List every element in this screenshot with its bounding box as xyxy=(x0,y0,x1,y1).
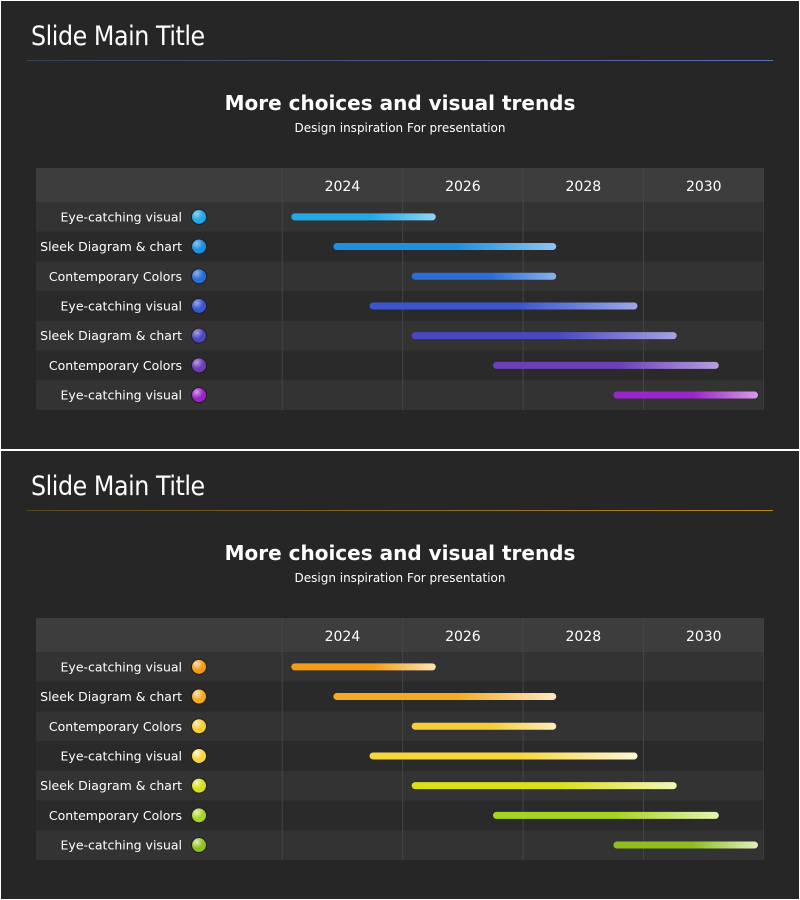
task-bar xyxy=(411,782,677,790)
task-bar xyxy=(333,693,557,701)
task-bullet-icon xyxy=(191,688,207,705)
x-tick-label: 2024 xyxy=(325,179,361,195)
chart-heading: More choices and visual trends xyxy=(224,91,576,115)
task-bar xyxy=(291,663,436,671)
task-bullet-icon xyxy=(191,238,207,255)
slide-main-title: Slide Main Title xyxy=(31,21,205,52)
task-bar xyxy=(369,302,638,310)
header-band xyxy=(36,618,764,652)
task-bullet-icon xyxy=(191,297,207,314)
task-bar xyxy=(411,332,677,340)
task-bullet-icon xyxy=(191,357,207,374)
task-bullet-icon xyxy=(191,807,207,824)
x-tick-label: 2028 xyxy=(566,179,602,195)
task-label: Sleek Diagram & chart xyxy=(40,239,182,254)
gantt-chart: 2024 2026 2028 2030 Eye-catching visual Sleek… xyxy=(36,168,764,410)
task-bullet-icon xyxy=(191,777,207,794)
slide-main-title: Slide Main Title xyxy=(31,471,205,502)
task-bar xyxy=(291,213,436,221)
header-band xyxy=(36,168,764,202)
slide-1: Slide Main Title More choices and visual… xyxy=(1,1,799,449)
task-label: Eye-catching visual xyxy=(61,388,182,403)
gantt-chart: 2024 2026 2028 2030 Eye-catching visual Sleek… xyxy=(36,618,764,860)
task-bullet-icon xyxy=(191,208,207,225)
task-label: Eye-catching visual xyxy=(61,209,182,224)
chart-heading: More choices and visual trends xyxy=(224,541,576,565)
gantt-svg: 2024 2026 2028 2030 Eye-catching visual Sleek… xyxy=(36,168,764,410)
task-label: Eye-catching visual xyxy=(61,838,182,853)
row-band xyxy=(36,261,764,292)
task-label: Contemporary Colors xyxy=(49,269,182,284)
task-label: Contemporary Colors xyxy=(49,358,182,373)
task-label: Eye-catching visual xyxy=(61,659,182,674)
chart-subheading: Design inspiration For presentation xyxy=(294,121,506,135)
x-tick-label: 2024 xyxy=(325,629,361,645)
chart-subheading: Design inspiration For presentation xyxy=(294,571,506,585)
task-bullet-icon xyxy=(191,327,207,344)
task-label: Eye-catching visual xyxy=(61,298,182,313)
x-tick-label: 2030 xyxy=(686,179,722,195)
task-label: Sleek Diagram & chart xyxy=(40,689,182,704)
title-rule xyxy=(27,510,773,511)
task-bullet-icon xyxy=(191,658,207,675)
task-bar xyxy=(493,361,719,369)
task-bar xyxy=(411,722,557,730)
task-bar xyxy=(369,752,638,760)
task-bullet-icon xyxy=(191,387,207,404)
task-label: Contemporary Colors xyxy=(49,719,182,734)
task-label: Sleek Diagram & chart xyxy=(40,778,182,793)
task-bar xyxy=(493,811,719,819)
task-bar xyxy=(333,243,557,251)
task-bullet-icon xyxy=(191,747,207,764)
task-bar xyxy=(411,272,557,280)
x-tick-label: 2028 xyxy=(566,629,602,645)
task-bar xyxy=(613,391,758,399)
task-label: Contemporary Colors xyxy=(49,808,182,823)
slide-2: Slide Main Title More choices and visual… xyxy=(1,451,799,899)
task-label: Eye-catching visual xyxy=(61,748,182,763)
x-tick-label: 2026 xyxy=(445,179,481,195)
x-tick-label: 2030 xyxy=(686,629,722,645)
task-bullet-icon xyxy=(191,268,207,285)
task-bullet-icon xyxy=(191,718,207,735)
task-bar xyxy=(613,841,758,849)
gantt-svg: 2024 2026 2028 2030 Eye-catching visual Sleek… xyxy=(36,618,764,860)
row-band xyxy=(36,711,764,742)
x-tick-label: 2026 xyxy=(445,629,481,645)
task-label: Sleek Diagram & chart xyxy=(40,328,182,343)
task-bullet-icon xyxy=(191,837,207,854)
title-rule xyxy=(27,60,773,61)
